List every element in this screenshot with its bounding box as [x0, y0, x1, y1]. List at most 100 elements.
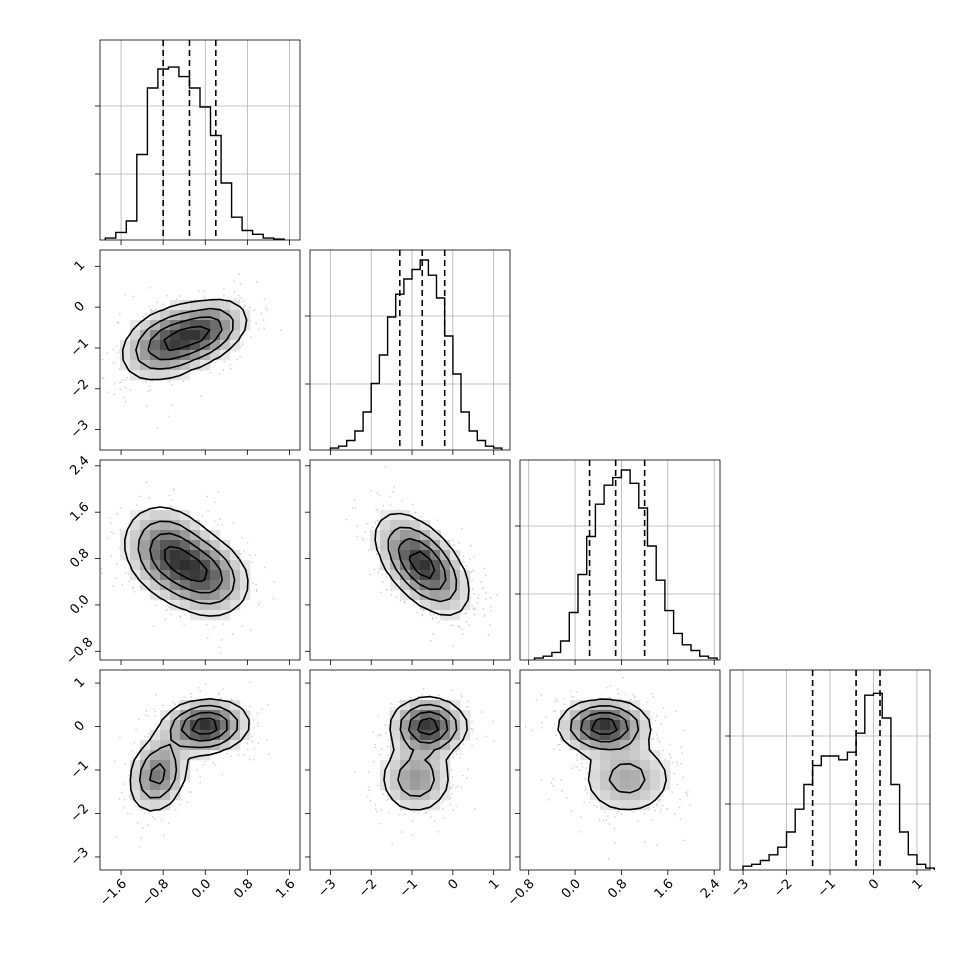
- density-cell: [130, 320, 141, 331]
- density-cell: [380, 550, 391, 561]
- density-cell: [410, 520, 421, 531]
- density-cell: [610, 770, 621, 781]
- density-cell: [120, 340, 131, 351]
- panel-content: [114, 681, 270, 848]
- density-cell: [140, 790, 151, 801]
- density-cell: [150, 800, 161, 811]
- density-cell: [190, 340, 201, 351]
- density-cell: [420, 590, 431, 601]
- density-cell: [420, 560, 431, 571]
- density-cell: [210, 540, 221, 551]
- density-cell: [180, 340, 191, 351]
- density-cell: [430, 750, 441, 761]
- density-cell: [160, 590, 171, 601]
- density-cell: [150, 780, 161, 791]
- contour-line: [149, 532, 223, 594]
- density-cell: [200, 310, 211, 321]
- density-cell: [180, 760, 191, 771]
- y-tick-label: 1.6: [67, 500, 92, 525]
- density-cell: [220, 700, 231, 711]
- y-tick-label: 0.0: [67, 592, 92, 617]
- density-cell: [630, 790, 641, 801]
- panel-frame: [309, 249, 511, 451]
- contour-line: [191, 717, 218, 735]
- density-cell: [430, 720, 441, 731]
- density-cell: [220, 310, 231, 321]
- density-cell: [630, 750, 641, 761]
- density-cell: [450, 590, 461, 601]
- density-cell: [170, 780, 181, 791]
- density-cell: [170, 320, 181, 331]
- density-cell: [190, 550, 201, 561]
- density-cell: [160, 370, 171, 381]
- y-tick-label: 2.4: [67, 453, 92, 478]
- density-cell: [230, 560, 241, 571]
- density-cell: [130, 350, 141, 361]
- density-cell: [230, 300, 241, 311]
- contour-line: [557, 698, 667, 811]
- density-cell: [150, 310, 161, 321]
- density-cell: [410, 550, 421, 561]
- x-tick-label: −3: [728, 876, 752, 900]
- density-cell: [420, 720, 431, 731]
- density-cell: [390, 790, 401, 801]
- density-cell: [410, 710, 421, 721]
- density-cell: [170, 580, 181, 591]
- density-cell: [420, 520, 431, 531]
- density-cell: [230, 340, 241, 351]
- density-cell: [440, 780, 451, 791]
- contour-line: [124, 506, 249, 617]
- density-cell: [640, 800, 651, 811]
- density-cell: [170, 330, 181, 341]
- density-cell: [380, 520, 391, 531]
- density-cell: [590, 770, 601, 781]
- density-cell: [610, 750, 621, 761]
- density-cell: [590, 720, 601, 731]
- density-cell: [420, 770, 431, 781]
- scatter-points: [354, 688, 495, 846]
- density-cell: [440, 720, 451, 731]
- density-cell: [560, 710, 571, 721]
- density-cell: [160, 310, 171, 321]
- density-cell: [560, 720, 571, 731]
- density-cell: [380, 540, 391, 551]
- panel-content: [101, 273, 282, 429]
- density-cell: [390, 510, 401, 521]
- x-tick-label: 1: [910, 876, 926, 892]
- density-cell: [160, 360, 171, 371]
- density-cell: [620, 750, 631, 761]
- density-cell: [220, 580, 231, 591]
- density-cell: [390, 520, 401, 531]
- density-cell: [180, 580, 191, 591]
- contour-line: [164, 545, 208, 583]
- density-cell: [180, 520, 191, 531]
- histogram-step: [329, 259, 503, 450]
- density-cell: [170, 540, 181, 551]
- density-cell: [140, 510, 151, 521]
- density-cell: [420, 710, 431, 721]
- density-cell: [200, 580, 211, 591]
- density-cell: [390, 710, 401, 721]
- density-cell: [230, 730, 241, 741]
- density-cell: [460, 570, 471, 581]
- density-cell: [610, 790, 621, 801]
- density-cell: [160, 320, 171, 331]
- panel-content: [100, 481, 275, 654]
- density-cell: [390, 720, 401, 731]
- scatter-panel-4-2: [305, 669, 511, 875]
- density-cell: [440, 540, 451, 551]
- density-cell: [240, 710, 251, 721]
- density-cell: [140, 330, 151, 341]
- density-cell: [400, 740, 411, 751]
- density-cell: [440, 700, 451, 711]
- density-cell: [620, 740, 631, 751]
- density-cell: [160, 340, 171, 351]
- density-cell: [380, 560, 391, 571]
- density-cell: [150, 320, 161, 331]
- density-cell: [220, 340, 231, 351]
- density-cell: [170, 720, 181, 731]
- density-cell: [170, 740, 181, 751]
- density-cell: [600, 740, 611, 751]
- density-cell: [130, 340, 141, 351]
- density-cell: [120, 530, 131, 541]
